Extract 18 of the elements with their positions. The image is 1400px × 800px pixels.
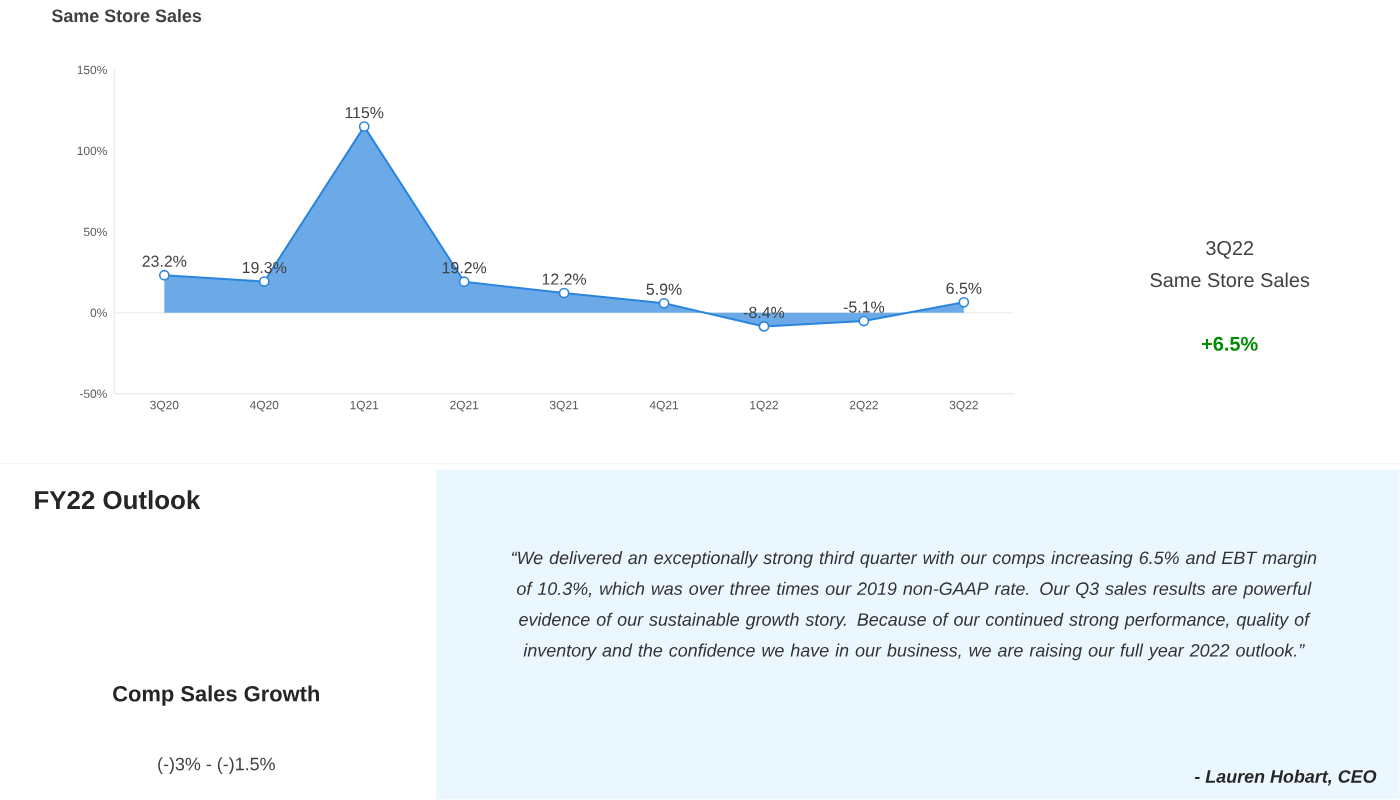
- point: [658, 298, 670, 309]
- text: (-)3% - (-)1.5%: [158, 757, 275, 775]
- point: [558, 287, 570, 299]
- point: [858, 315, 870, 327]
- text: “We delivered an exceptionally strong third quarter with our comps increasing 6.5% and EBT margin of 10.3%, which was over three times our 2019 non-GAAP rate. Our Q3 sales results are powerful evidence of our sustainable growth story. Because of our continued strong performance, quality of inventory and the confidence we have in our business, we are raising our full year 2022 outlook.”: [511, 551, 1317, 661]
- point: [258, 276, 270, 288]
- point: [458, 276, 470, 288]
- chart-title: Same Store Sales: [51, 9, 202, 23]
- text: Comp Sales Growth: [113, 685, 319, 706]
- point: [358, 121, 370, 133]
- point: [958, 297, 970, 308]
- text: FY22 Outlook: [35, 490, 201, 510]
- text: - Lauren Hobart, CEO: [1194, 769, 1377, 786]
- point: [758, 321, 770, 333]
- text: +6.5%: [1202, 336, 1258, 352]
- text: 3Q22: [1206, 241, 1254, 259]
- point: [158, 270, 170, 281]
- text: Same Store Sales: [1150, 272, 1310, 288]
